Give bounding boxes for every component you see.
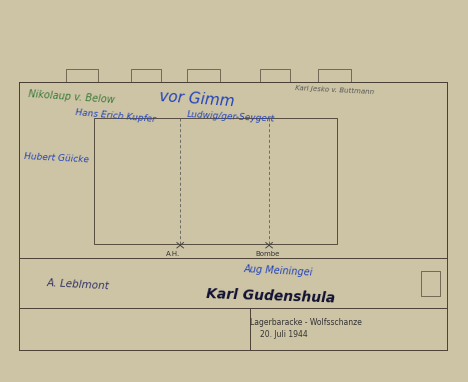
Bar (94, 118, 337, 244)
Text: 20. Juli 1944: 20. Juli 1944 (260, 330, 307, 339)
Text: vor Gimm: vor Gimm (159, 89, 235, 109)
Text: Nikolaup v. Below: Nikolaup v. Below (28, 89, 115, 105)
Text: Lagerbaracke - Wolfsschanze: Lagerbaracke - Wolfsschanze (250, 318, 362, 327)
Text: Karl Gudenshula: Karl Gudenshula (206, 287, 336, 305)
Text: Hubert Güicke: Hubert Güicke (23, 152, 88, 165)
Bar (260, 69, 290, 82)
Text: Hans Erich Kupfer: Hans Erich Kupfer (75, 108, 156, 125)
Text: A. Leblmont: A. Leblmont (47, 278, 110, 291)
Text: Ludwig/ger-Seygert: Ludwig/ger-Seygert (187, 110, 276, 123)
Text: A.H.: A.H. (166, 251, 180, 257)
Text: Karl Jesko v. Buttmann: Karl Jesko v. Buttmann (295, 85, 374, 95)
Bar (131, 69, 161, 82)
Bar (421, 271, 440, 296)
Bar (318, 69, 351, 82)
Bar (187, 69, 220, 82)
Bar (66, 69, 98, 82)
Text: Aug Meiningei: Aug Meiningei (243, 264, 313, 278)
Bar (19, 82, 447, 258)
Text: Bombe: Bombe (255, 251, 279, 257)
